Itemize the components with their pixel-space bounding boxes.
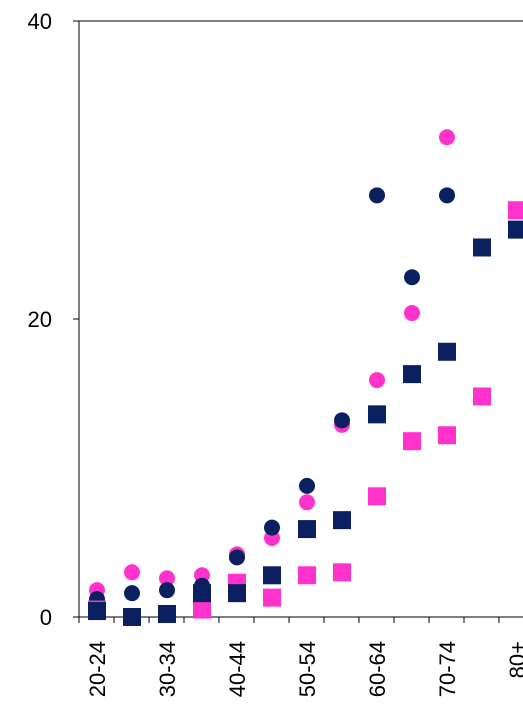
data-point-circle bbox=[264, 519, 280, 536]
x-tick-label: 50-54 bbox=[295, 641, 320, 697]
data-point-square bbox=[88, 602, 106, 621]
data-point-square bbox=[193, 600, 211, 619]
data-point-square bbox=[298, 520, 316, 539]
data-point-square bbox=[193, 584, 211, 603]
data-point-circle bbox=[439, 129, 455, 146]
data-point-square bbox=[123, 608, 141, 626]
data-point-square bbox=[438, 342, 456, 361]
data-point-square bbox=[508, 220, 523, 239]
y-axis-labels: 0 20 40 bbox=[28, 9, 52, 630]
data-point-square bbox=[263, 566, 281, 585]
data-point-circle bbox=[229, 549, 245, 566]
data-point-square bbox=[368, 487, 386, 506]
x-tick-label: 20-24 bbox=[85, 641, 110, 697]
x-tick-label: 60-64 bbox=[365, 641, 390, 697]
data-point-square bbox=[403, 365, 421, 384]
y-tick-label: 20 bbox=[28, 307, 52, 332]
data-point-circle bbox=[124, 585, 140, 602]
data-point-square bbox=[473, 238, 491, 257]
y-tick-label: 40 bbox=[28, 9, 52, 34]
data-point-square bbox=[263, 588, 281, 607]
data-point-circle bbox=[299, 477, 315, 494]
data-point-square bbox=[438, 426, 456, 445]
data-point-square bbox=[368, 405, 386, 424]
x-tick-label: 30-34 bbox=[155, 641, 180, 697]
data-point-square bbox=[508, 201, 523, 220]
data-point-square bbox=[333, 563, 351, 582]
data-point-circle bbox=[404, 305, 420, 322]
data-point-square bbox=[228, 584, 246, 603]
data-point-square bbox=[473, 387, 491, 406]
data-point-circle bbox=[369, 372, 385, 389]
data-point-circle bbox=[439, 187, 455, 204]
data-point-circle bbox=[299, 494, 315, 511]
data-point-square bbox=[158, 605, 176, 624]
data-point-square bbox=[298, 566, 316, 585]
data-point-circle bbox=[124, 564, 140, 581]
axes bbox=[73, 20, 523, 623]
x-axis-labels: 20-24 30-34 40-44 50-54 60-64 70-74 80+ bbox=[85, 641, 523, 697]
plot-area bbox=[79, 21, 523, 617]
y-tick-label: 0 bbox=[40, 605, 52, 630]
x-tick-label: 40-44 bbox=[225, 641, 250, 697]
x-tick-label: 80+ bbox=[505, 641, 523, 678]
data-point-circle bbox=[369, 187, 385, 204]
data-point-square bbox=[333, 511, 351, 530]
data-point-circle bbox=[404, 269, 420, 286]
data-points bbox=[88, 129, 523, 626]
x-tick-label: 70-74 bbox=[435, 641, 460, 697]
data-point-circle bbox=[334, 412, 350, 429]
data-point-circle bbox=[159, 582, 175, 599]
data-point-circle bbox=[159, 570, 175, 587]
data-point-square bbox=[403, 432, 421, 451]
